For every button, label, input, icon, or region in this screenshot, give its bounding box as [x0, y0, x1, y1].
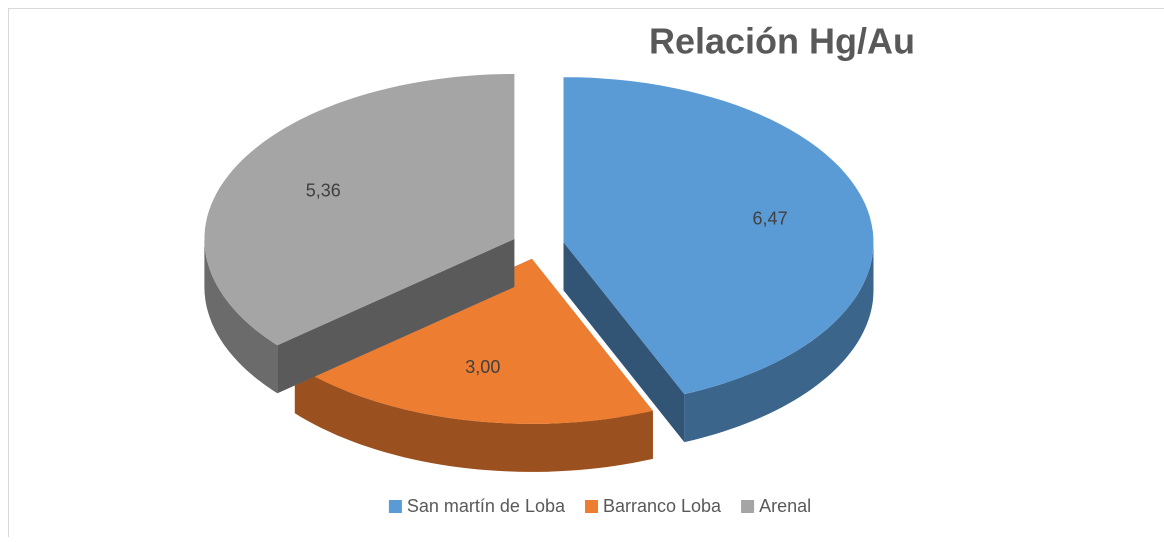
legend-label: San martín de Loba — [407, 496, 566, 516]
chart-title: Relación Hg/Au — [649, 21, 915, 62]
legend-swatch — [389, 500, 402, 513]
legend-label: Barranco Loba — [603, 496, 722, 516]
data-label: 6,47 — [753, 209, 788, 229]
legend-swatch — [585, 500, 598, 513]
data-label: 3,00 — [465, 357, 500, 377]
data-label: 5,36 — [306, 180, 341, 200]
legend-label: Arenal — [759, 496, 811, 516]
legend-swatch — [741, 500, 754, 513]
